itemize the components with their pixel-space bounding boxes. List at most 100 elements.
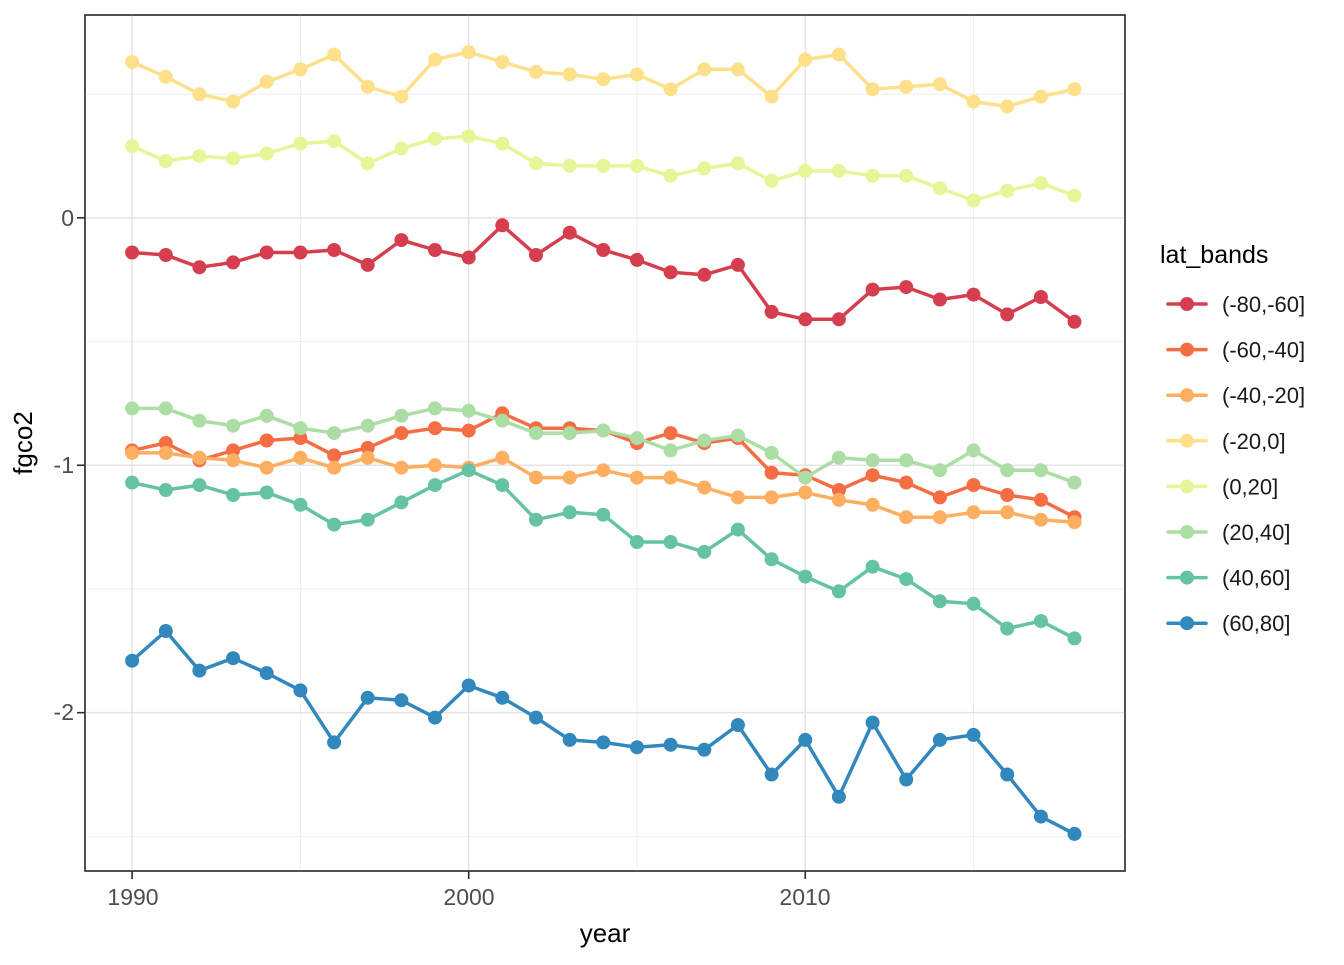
data-point-0-20-1994 — [259, 146, 274, 161]
data-point-80-60-2016 — [1000, 307, 1015, 322]
axis-tick-layer — [77, 217, 807, 879]
legend-item-60-40: (-60,-40] — [1166, 338, 1305, 363]
data-point-20-0-1991 — [158, 69, 173, 84]
data-point-0-20-2013 — [899, 168, 914, 183]
data-point-40-60-2016 — [1000, 621, 1015, 636]
data-point-60-80-2016 — [1000, 767, 1015, 782]
data-point-60-80-2001 — [495, 690, 510, 705]
data-point-20-40-2011 — [831, 450, 846, 465]
data-point-20-40-2008 — [730, 428, 745, 443]
data-point-0-20-2016 — [1000, 183, 1015, 198]
legend-item-40-20: (-40,-20] — [1166, 383, 1305, 408]
series-0-20 — [125, 129, 1082, 208]
data-point-40-60-2002 — [529, 512, 543, 527]
data-point-60-40-2012 — [865, 468, 880, 483]
series-60-80 — [125, 624, 1082, 841]
data-point-20-0-2011 — [831, 47, 846, 62]
data-point-40-20-1999 — [428, 458, 442, 473]
data-point-40-20-1993 — [226, 453, 241, 468]
data-point-0-20-1996 — [327, 134, 342, 149]
legend-item-0-20: (0,20] — [1166, 474, 1278, 499]
data-point-40-20-1994 — [259, 460, 274, 475]
legend-key-point — [1180, 342, 1194, 357]
data-point-0-20-1997 — [360, 156, 375, 171]
data-point-60-80-2005 — [630, 740, 644, 755]
data-point-0-20-2003 — [562, 158, 577, 173]
data-point-40-60-1990 — [125, 475, 140, 490]
data-point-0-20-1999 — [428, 131, 442, 146]
data-point-20-0-2004 — [596, 72, 611, 87]
data-point-20-0-1996 — [327, 47, 342, 62]
data-point-20-40-2010 — [798, 470, 813, 485]
data-point-60-40-1991 — [158, 436, 173, 450]
data-point-0-20-2001 — [495, 136, 510, 151]
data-point-20-0-2017 — [1033, 89, 1048, 104]
data-point-20-40-2013 — [899, 453, 914, 468]
data-point-20-40-1998 — [394, 408, 409, 423]
x-tick-label-2000: 2000 — [443, 884, 494, 910]
data-point-40-60-2008 — [730, 522, 745, 537]
data-point-20-0-2013 — [899, 79, 914, 94]
data-point-40-60-1998 — [394, 495, 409, 510]
data-point-40-20-1991 — [158, 445, 173, 460]
data-point-80-60-1999 — [428, 243, 442, 257]
series-20-40 — [125, 401, 1082, 490]
data-point-60-40-2016 — [1000, 488, 1015, 502]
data-point-40-20-2007 — [697, 480, 712, 495]
data-point-20-0-2002 — [529, 64, 543, 79]
data-point-40-60-2005 — [630, 535, 644, 549]
data-point-60-80-1994 — [259, 666, 274, 681]
data-point-0-20-2010 — [798, 163, 813, 178]
data-point-20-40-1999 — [428, 401, 442, 416]
data-point-40-20-2003 — [562, 470, 577, 485]
data-point-80-60-1998 — [394, 233, 409, 248]
data-point-40-20-2014 — [932, 510, 947, 525]
data-point-40-60-2003 — [562, 505, 577, 520]
data-point-60-80-1991 — [158, 624, 173, 638]
data-point-80-60-2012 — [865, 282, 880, 297]
data-point-80-60-2018 — [1067, 314, 1082, 329]
data-point-60-80-2007 — [697, 742, 712, 757]
data-point-20-0-1992 — [192, 87, 207, 102]
legend-key-point — [1180, 525, 1194, 539]
data-point-40-20-2016 — [1000, 505, 1015, 520]
data-point-60-40-1993 — [226, 443, 241, 458]
data-point-40-60-2004 — [596, 507, 611, 522]
data-point-0-20-2006 — [663, 168, 678, 183]
series-80-60 — [125, 218, 1082, 329]
data-point-40-20-2015 — [966, 505, 981, 520]
data-point-80-60-2014 — [932, 292, 947, 307]
data-point-20-40-1991 — [158, 401, 173, 416]
data-point-20-40-1992 — [192, 413, 207, 428]
data-point-80-60-1993 — [226, 255, 241, 270]
data-point-40-20-2013 — [899, 510, 914, 525]
data-point-20-0-2010 — [798, 52, 813, 67]
data-point-60-40-2000 — [461, 423, 476, 438]
data-point-80-60-2001 — [495, 218, 510, 233]
data-point-0-20-1998 — [394, 141, 409, 156]
data-point-20-0-1994 — [259, 74, 274, 89]
data-point-40-60-1996 — [327, 517, 342, 532]
data-point-20-40-2000 — [461, 403, 476, 418]
legend-label-20-40: (20,40] — [1222, 520, 1291, 545]
data-point-60-40-2009 — [764, 465, 779, 480]
x-tick-label-1990: 1990 — [107, 884, 158, 910]
data-point-20-40-2009 — [764, 445, 779, 460]
data-point-0-20-2009 — [764, 173, 779, 188]
data-point-0-20-1990 — [125, 139, 140, 154]
data-point-0-20-2015 — [966, 193, 981, 208]
data-point-80-60-2006 — [663, 265, 678, 280]
data-point-0-20-2008 — [730, 156, 745, 171]
data-point-40-20-1990 — [125, 445, 140, 460]
data-point-40-20-2011 — [831, 492, 846, 507]
data-point-40-20-2005 — [630, 470, 644, 485]
data-point-60-80-2006 — [663, 737, 678, 752]
data-point-20-40-2007 — [697, 433, 712, 448]
data-point-20-40-2012 — [865, 453, 880, 468]
legend-item-20-0: (-20,0] — [1166, 429, 1286, 454]
legend-key-point — [1180, 433, 1194, 448]
data-point-40-60-2015 — [966, 596, 981, 611]
data-point-60-80-1997 — [360, 690, 375, 705]
data-point-20-40-1995 — [293, 421, 308, 436]
